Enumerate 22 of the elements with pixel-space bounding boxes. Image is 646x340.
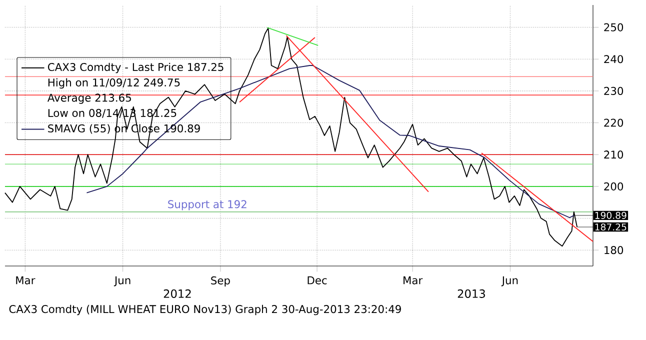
y-tick-label: 250: [604, 23, 624, 32]
x-tick-label: Mar: [16, 276, 36, 284]
text: 2012: [164, 289, 191, 298]
y-tick-label: 220: [604, 118, 624, 127]
annotation: High on 11/09/12 249.75: [48, 78, 180, 89]
annotation: Average 213.65: [47, 94, 131, 104]
annotation: 187.25: [595, 223, 626, 231]
y-tick-label: 240: [604, 55, 624, 64]
annotation: 190.89: [595, 212, 626, 219]
y-tick-label: 180: [604, 246, 624, 254]
legend-label: CAX3 Comdty - Last Price 187.25: [48, 62, 224, 74]
x-tick-label: Jun: [114, 276, 130, 286]
ref-line-label: Support at 192: [168, 200, 246, 210]
text: CAX3 Comdty (MILL WHEAT EURO Nov13) Graph 2 30-Aug-2013 23:20:49: [9, 304, 401, 316]
x-tick-label: Sep: [211, 276, 230, 287]
x-tick-label: Jun: [501, 276, 518, 286]
y-tick-label: 210: [604, 150, 624, 159]
y-tick-label: 200: [604, 182, 624, 190]
text: 2013: [458, 289, 485, 298]
x-tick-label: Mar: [404, 276, 423, 284]
y-tick-label: 230: [604, 86, 624, 95]
x-tick-label: Dec: [308, 276, 327, 284]
